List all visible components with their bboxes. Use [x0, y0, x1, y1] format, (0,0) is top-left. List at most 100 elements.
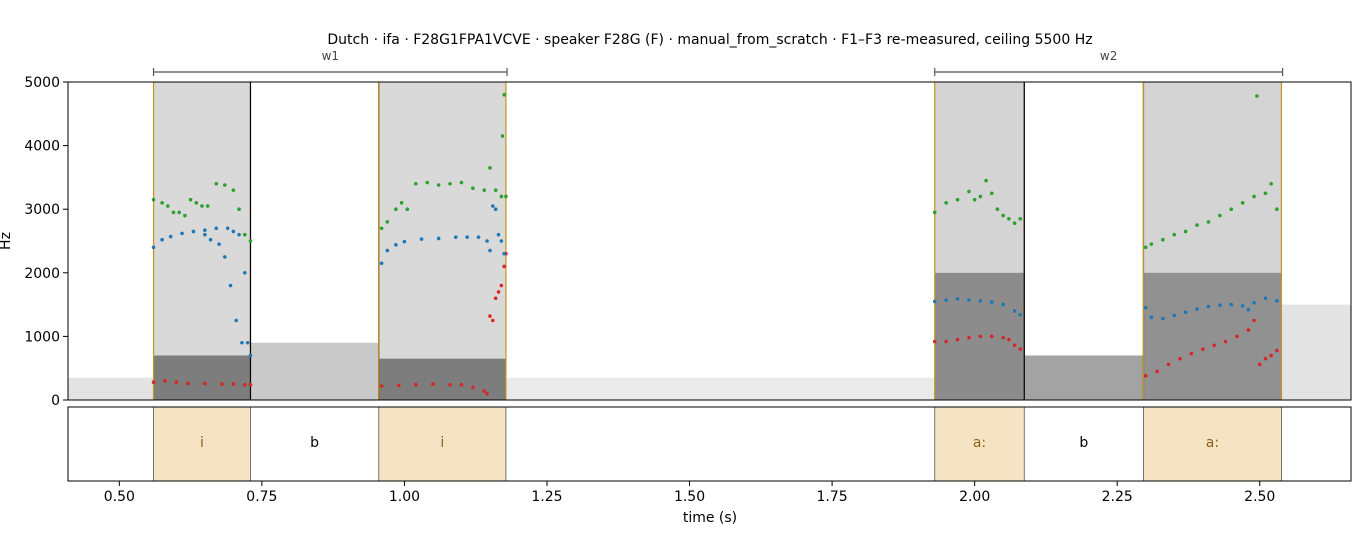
formant-point-f3	[989, 191, 994, 196]
formant-point-f1	[1200, 347, 1205, 351]
y-tick-label: 2000	[24, 266, 60, 282]
y-tick-label: 0	[51, 393, 60, 409]
formant-point-f3	[1143, 245, 1148, 250]
formant-point-f3	[459, 180, 464, 185]
formant-point-f3	[1149, 242, 1154, 246]
formant-point-f1	[1007, 337, 1011, 342]
formant-point-f2	[436, 236, 441, 241]
y-tick-label: 3000	[24, 202, 60, 218]
formant-point-f1	[414, 382, 418, 387]
segment-label: b	[310, 435, 319, 451]
formant-point-f1	[488, 314, 492, 318]
word-bracket: w1	[152, 49, 508, 76]
formant-point-f3	[414, 181, 418, 186]
formant-point-f1	[379, 384, 384, 388]
formant-point-f3	[385, 220, 390, 224]
formant-point-f3	[1229, 207, 1234, 211]
formant-point-f1	[493, 296, 498, 301]
x-tick-label: 2.50	[1244, 489, 1275, 505]
formant-point-f2	[499, 239, 504, 243]
formant-point-f3	[237, 207, 241, 211]
formant-point-f3	[223, 183, 227, 187]
formant-point-f2	[485, 239, 489, 243]
formant-point-f2	[944, 298, 948, 302]
formant-point-f3	[493, 188, 498, 192]
word-brackets: w1 w2	[152, 49, 1284, 76]
formant-point-f3	[500, 134, 505, 138]
formant-point-f1	[989, 334, 994, 339]
formant-point-f1	[1235, 334, 1239, 339]
formant-point-f3	[1255, 94, 1259, 98]
segment-label: b	[1079, 435, 1088, 451]
formant-point-f3	[194, 201, 199, 205]
x-axis: 0.50 0.75 1.00 1.25 1.50 1.75 2.00 2.25 2.50	[104, 481, 1275, 505]
spectrogram-panel	[68, 82, 1351, 400]
formant-point-f2	[223, 255, 227, 259]
formant-point-f1	[1018, 347, 1023, 351]
formant-point-f2	[419, 237, 424, 241]
y-axis-label: Hz	[0, 232, 14, 250]
formant-point-f1	[491, 318, 495, 323]
segment-box	[1143, 406, 1282, 482]
formant-point-f1	[932, 339, 937, 344]
formant-point-f2	[1012, 309, 1017, 313]
formant-point-f1	[482, 389, 487, 393]
formant-point-f1	[174, 380, 179, 384]
y-tick-label: 5000	[24, 75, 60, 91]
formant-point-f2	[191, 229, 196, 234]
formant-point-f3	[379, 226, 384, 231]
formant-point-f2	[1183, 310, 1188, 315]
segment-box	[934, 406, 1025, 482]
formant-point-f3	[482, 188, 487, 192]
x-tick-label: 1.50	[674, 489, 705, 505]
segment-label: i	[440, 435, 444, 451]
formant-point-f2	[237, 232, 241, 237]
formant-point-f3	[1001, 213, 1005, 218]
formant-point-f2	[394, 243, 398, 247]
x-axis-label: time (s)	[683, 510, 737, 526]
formant-point-f3	[436, 183, 441, 187]
formant-point-f2	[488, 248, 492, 253]
formant-point-f2	[491, 204, 495, 208]
x-tick-label: 2.25	[1102, 489, 1133, 505]
word-label: w2	[1100, 49, 1117, 63]
formant-point-f1	[459, 382, 464, 387]
formant-point-f2	[245, 340, 250, 345]
formant-point-f1	[1275, 348, 1279, 353]
formant-point-f2	[242, 271, 247, 275]
formant-point-f2	[203, 228, 207, 232]
formant-point-f2	[1252, 300, 1256, 305]
formant-point-f3	[205, 204, 210, 208]
formant-point-f1	[1001, 335, 1005, 340]
formant-point-f1	[1223, 339, 1228, 344]
formant-point-f2	[1263, 296, 1268, 301]
formant-point-f1	[448, 382, 452, 387]
formant-point-f3	[248, 239, 253, 243]
formant-point-f1	[1246, 328, 1251, 332]
formant-point-f2	[234, 318, 239, 323]
formant-point-f2	[379, 261, 384, 266]
formant-point-f1	[1257, 362, 1262, 367]
y-axis: 0 1000 2000 3000 4000 5000	[24, 75, 68, 409]
formant-point-f3	[502, 92, 507, 97]
formant-point-f2	[248, 353, 253, 358]
formant-point-f1	[978, 334, 983, 339]
formant-point-f2	[402, 239, 407, 244]
x-tick-label: 1.75	[817, 489, 848, 505]
formant-point-f1	[967, 335, 971, 340]
formant-point-f2	[217, 242, 221, 246]
formant-point-f1	[499, 283, 504, 288]
formant-point-f1	[203, 381, 207, 386]
formant-point-f2	[493, 207, 498, 211]
formant-point-f1	[944, 339, 948, 344]
formant-point-f3	[1007, 216, 1011, 221]
formant-point-f2	[1143, 305, 1148, 310]
formant-point-f3	[231, 188, 236, 192]
formant-point-f3	[1206, 220, 1211, 224]
formant-point-f2	[465, 235, 469, 239]
formant-point-f3	[967, 189, 971, 194]
formant-point-f2	[1161, 316, 1165, 321]
formant-point-f1	[220, 382, 224, 386]
formant-point-f1	[955, 337, 960, 342]
